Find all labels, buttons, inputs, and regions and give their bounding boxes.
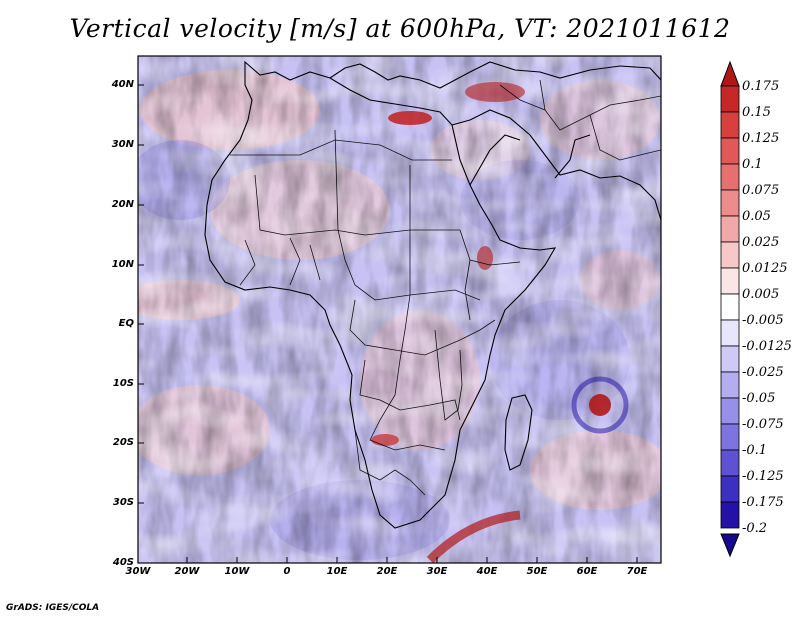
colorbar-swatch [720, 423, 740, 451]
border-line [359, 359, 461, 421]
lat-label: 20S [112, 437, 134, 448]
colorbar-label: 0.175 [742, 79, 780, 94]
country-borders [230, 79, 661, 496]
colorbar-label: -0.05 [742, 391, 776, 406]
strong-updraft-mediterranean [388, 111, 432, 125]
strong-updraft-ethiopia [477, 246, 493, 270]
lat-label: 20N [111, 199, 134, 210]
lon-label: 20W [174, 566, 200, 577]
border-line [334, 129, 481, 301]
colorbar-swatch [720, 215, 740, 243]
madagascar-outline [504, 394, 533, 471]
border-line [499, 79, 661, 161]
colorbar-swatch [720, 501, 740, 529]
lon-label: 30E [426, 566, 448, 577]
lon-label: 70E [626, 566, 648, 577]
colorbar-label: 0.05 [742, 209, 771, 224]
lat-label: 10S [112, 378, 134, 389]
colorbar-swatch [720, 163, 740, 191]
cyclone-ring [571, 376, 629, 434]
arabia-coast [451, 109, 661, 221]
colorbar-label: -0.1 [742, 443, 768, 458]
lon-label: 10W [224, 566, 250, 577]
colorbar-label: 0.15 [742, 105, 771, 120]
colorbar-top-arrow [720, 60, 740, 87]
colorbar-swatch [720, 111, 740, 139]
lat-label: 10N [111, 259, 134, 270]
colorbar-swatch [720, 345, 740, 373]
colorbar-swatch [720, 397, 740, 425]
lon-label: 10E [326, 566, 348, 577]
field-texture [138, 56, 661, 563]
colorbar [720, 60, 740, 558]
colorbar-swatch [720, 293, 740, 321]
colorbar-label: 0.125 [742, 131, 780, 146]
colorbar-swatch [720, 137, 740, 165]
plot-frame [137, 55, 662, 564]
strong-updraft-southern-africa [371, 434, 399, 446]
lat-label: 40N [111, 79, 134, 90]
lon-label: 0 [283, 566, 291, 577]
colorbar-label: 0.075 [742, 183, 780, 198]
colorbar-label: 0.025 [742, 235, 780, 250]
colorbar-swatch [720, 449, 740, 477]
colorbar-label: -0.075 [742, 417, 784, 432]
colorbar-swatch [720, 241, 740, 269]
border-line [230, 139, 452, 161]
colorbar-label: -0.175 [742, 495, 784, 510]
colorbar-label: -0.005 [742, 313, 784, 328]
credit-text: GrADS: IGES/COLA [6, 603, 100, 613]
colorbar-label: 0.005 [742, 287, 780, 302]
velocity-field [138, 56, 661, 563]
border-line [369, 165, 446, 451]
lon-label: 30W [125, 566, 151, 577]
cyclone-core [589, 394, 611, 416]
colorbar-label: -0.125 [742, 469, 784, 484]
map-title: Vertical velocity [m/s] at 600hPa, VT: 2… [69, 14, 731, 43]
lat-label: 30N [111, 139, 134, 150]
colorbar-label: 0.0125 [742, 261, 788, 276]
strong-updraft-middle-east [465, 82, 525, 102]
colorbar-label: 0.1 [742, 157, 763, 172]
persian-gulf-coast [554, 134, 591, 179]
border-line [459, 229, 521, 321]
colorbar-swatch [720, 85, 740, 113]
lake-lines [434, 329, 463, 421]
border-line [239, 237, 321, 286]
eurasia-coast [329, 61, 661, 89]
axis-ticks [137, 84, 638, 564]
lon-label: 40E [476, 566, 498, 577]
coastlines [204, 60, 661, 529]
colorbar-label: -0.0125 [742, 339, 792, 354]
lat-label: 30S [112, 497, 134, 508]
border-line [349, 299, 496, 356]
red-sea-coast [469, 134, 521, 186]
lon-label: 50E [526, 566, 548, 577]
colorbar-label: -0.2 [742, 521, 768, 536]
colorbar-bottom-arrow [720, 533, 740, 558]
southern-front [426, 510, 521, 563]
colorbar-swatch [720, 267, 740, 295]
africa-outline [204, 60, 557, 529]
colorbar-label: -0.025 [742, 365, 784, 380]
colorbar-swatch [720, 319, 740, 347]
lon-label: 60E [576, 566, 598, 577]
lat-label: EQ [118, 318, 134, 329]
colorbar-swatch [720, 475, 740, 503]
colorbar-swatch [720, 189, 740, 217]
border-line [354, 429, 426, 496]
lon-label: 20E [376, 566, 398, 577]
lat-label: 40S [112, 557, 134, 568]
colorbar-swatch [720, 371, 740, 399]
